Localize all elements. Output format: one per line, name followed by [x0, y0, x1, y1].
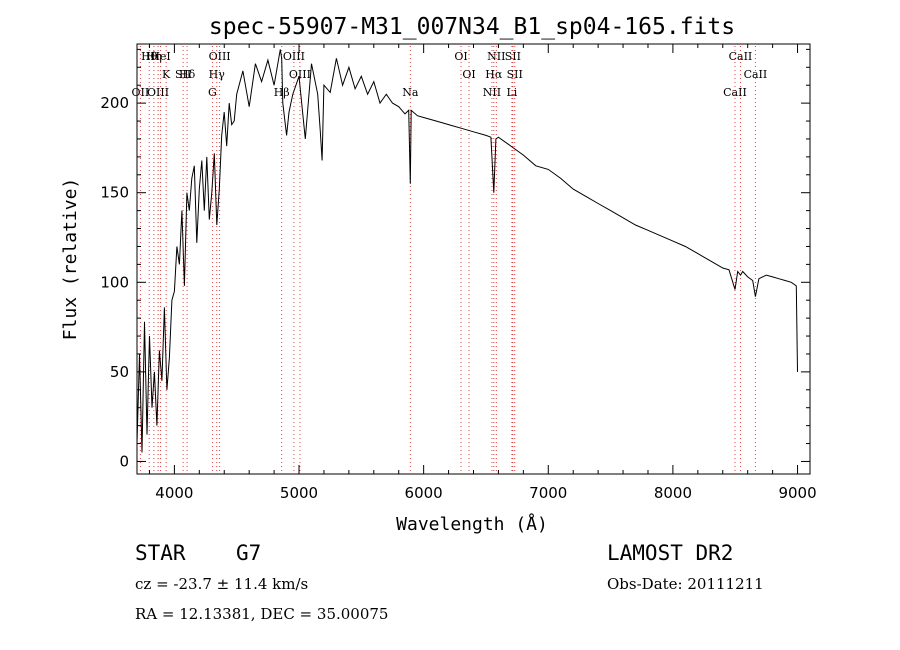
marker-label: Na	[402, 86, 419, 99]
marker-label: OIII	[283, 50, 305, 63]
emission-line-labels: Hθ K OII HeI Hδ OIII Hη SII G OIII Hγ Hβ OIII OIII Na O…	[132, 50, 768, 99]
y-tick-label: 200	[100, 94, 129, 112]
coordinates: RA = 12.13381, DEC = 35.00075	[135, 605, 389, 623]
marker-label: OIII	[209, 50, 231, 63]
marker-label: OIII	[147, 86, 169, 99]
marker-label: SII	[505, 50, 521, 63]
x-tick-label: 7000	[529, 484, 567, 502]
x-tick-label: 9000	[778, 484, 816, 502]
marker-label: K	[162, 68, 171, 81]
marker-label: CaII	[729, 50, 753, 63]
marker-label: Hδ	[179, 68, 196, 81]
x-tick-label: 5000	[280, 484, 318, 502]
marker-label: Hγ	[209, 68, 226, 81]
marker-label: HeI	[150, 50, 170, 63]
marker-label: NII	[487, 50, 505, 63]
marker-label: OI	[454, 50, 467, 63]
marker-label: NII	[483, 86, 501, 99]
plot-frame	[136, 43, 811, 475]
x-axis-ticks: 4000 5000 6000 7000 8000 9000	[148, 44, 817, 502]
marker-label: Hθ	[141, 50, 158, 63]
object-class: STAR	[135, 541, 186, 565]
x-tick-label: 6000	[405, 484, 443, 502]
emission-line-markers	[139, 46, 756, 474]
survey-name: LAMOST DR2	[607, 541, 734, 565]
y-axis-ticks: 0 50 100 150 200	[100, 48, 810, 470]
marker-label: G	[208, 86, 217, 99]
marker-label: Hη	[146, 50, 162, 63]
marker-label: Hα	[485, 68, 503, 81]
x-tick-label: 4000	[155, 484, 193, 502]
y-tick-label: 100	[100, 273, 129, 291]
object-subclass: G7	[236, 541, 262, 565]
marker-label: Li	[506, 86, 517, 99]
marker-label: OIII	[289, 68, 311, 81]
marker-label: SII	[175, 68, 191, 81]
marker-label: CaII	[723, 86, 747, 99]
redshift-velocity: cz = -23.7 ± 11.4 km/s	[135, 575, 309, 593]
chart-title: spec-55907-M31_007N34_B1_sp04-165.fits	[209, 14, 735, 40]
observation-date: Obs-Date: 20111211	[607, 575, 764, 593]
x-axis-label: Wavelength (Å)	[396, 513, 548, 535]
x-tick-label: 8000	[654, 484, 692, 502]
marker-label: OI	[462, 68, 475, 81]
marker-label: Hβ	[274, 86, 290, 99]
y-axis-label: Flux (relative)	[60, 178, 81, 341]
marker-label: SII	[507, 68, 523, 81]
spectrum-line	[136, 49, 798, 453]
y-tick-label: 50	[110, 363, 129, 381]
marker-label: CaII	[744, 68, 768, 81]
marker-label: OII	[132, 86, 150, 99]
y-tick-label: 150	[100, 184, 129, 202]
y-tick-label: 0	[119, 452, 129, 470]
